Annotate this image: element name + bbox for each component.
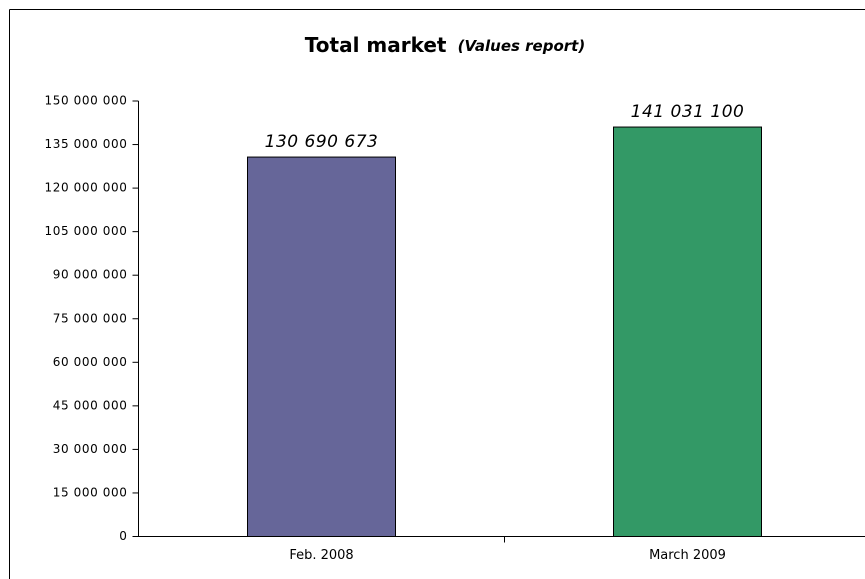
y-tick-label: 90 000 000 [53,268,128,282]
y-tick-label: 120 000 000 [45,181,128,195]
x-tick-label: March 2009 [649,548,726,563]
value-label: 130 690 673 [265,132,379,152]
y-tick-label: 45 000 000 [53,398,128,412]
chart-title: Total market [305,33,447,57]
bar [247,156,396,538]
y-tick-label: 75 000 000 [53,311,128,325]
y-tick-label: 105 000 000 [45,224,128,238]
y-tick-label: 150 000 000 [45,94,128,108]
x-tick-label: Feb. 2008 [289,548,353,563]
chart-title-group: Total market (Values report) [305,33,585,57]
y-tick-label: 30 000 000 [53,442,128,456]
y-tick-label: 135 000 000 [45,137,128,151]
y-tick-label: 0 [119,529,127,543]
y-tick-label: 15 000 000 [53,485,128,499]
chart-subtitle: (Values report) [458,37,586,55]
y-tick-label: 60 000 000 [53,355,128,369]
bar [613,126,762,537]
value-label: 141 031 100 [631,102,745,122]
